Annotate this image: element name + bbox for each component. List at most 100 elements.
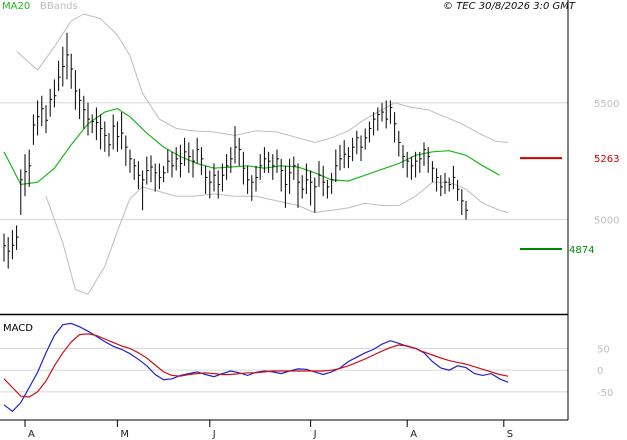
resistance-level-label: 5263 [594, 154, 619, 165]
price-bar [188, 142, 191, 173]
month-label: J [313, 429, 317, 440]
price-levels: 5263 4874 [520, 154, 619, 256]
price-bar [20, 169, 23, 215]
price-bar [339, 144, 342, 171]
price-bar [368, 121, 372, 143]
price-bar [268, 151, 271, 173]
price-bar [184, 137, 187, 166]
price-bar [217, 170, 221, 199]
price-bar [87, 102, 90, 136]
price-bar [66, 32, 69, 80]
price-bar [230, 147, 233, 173]
price-bar [3, 233, 6, 262]
macd-lines [3, 322, 509, 413]
price-bar [167, 149, 170, 173]
price-bar [70, 53, 74, 89]
price-bar [146, 156, 149, 185]
price-bar [95, 107, 99, 141]
price-bar [24, 154, 27, 197]
price-bar [373, 112, 376, 136]
price-bar [196, 137, 200, 164]
price-bar [133, 158, 137, 180]
price-bar [452, 165, 456, 190]
price-bar [104, 121, 107, 152]
price-bar [335, 149, 338, 183]
price-bar [352, 137, 355, 162]
price-bar [255, 165, 258, 192]
price-bar [226, 154, 229, 180]
signal-line [3, 333, 509, 398]
price-bar [121, 112, 124, 150]
macd-gridlines [0, 348, 568, 393]
price-bar [41, 95, 44, 127]
price-bar [251, 175, 254, 201]
price-bar [360, 135, 363, 162]
price-bar [276, 149, 279, 173]
price-bar [427, 147, 431, 173]
price-bar [150, 155, 153, 183]
price-bar [28, 149, 32, 187]
price-bar [137, 161, 141, 190]
price-bar [242, 151, 246, 185]
price-bar [448, 177, 452, 192]
price-bar [234, 126, 237, 164]
price-bar [116, 121, 120, 152]
chart-frame [0, 0, 569, 421]
price-bar [58, 60, 61, 92]
price-bar [247, 165, 250, 194]
price-bar [322, 165, 326, 197]
price-bar [221, 163, 225, 192]
price-bars [3, 32, 468, 269]
price-bar [192, 149, 195, 178]
price-bar [385, 100, 389, 129]
ma20-legend: MA20 [2, 1, 30, 12]
price-axis-ticks: 5500 5000 [594, 99, 619, 227]
price-bar [263, 147, 267, 173]
price-bar [272, 154, 275, 180]
price-bar [457, 179, 460, 201]
price-bar [289, 158, 292, 194]
price-bar [238, 137, 242, 166]
ma20-line [3, 107, 500, 186]
price-bar [205, 165, 208, 194]
price-bar [364, 128, 368, 150]
price-bar [100, 114, 103, 150]
price-bar [310, 170, 313, 206]
price-bar [398, 130, 401, 157]
macd-line [3, 322, 509, 413]
macd-title: MACD [3, 323, 33, 334]
support-level-label: 4874 [569, 245, 594, 256]
month-label: S [507, 429, 513, 440]
price-bar [108, 133, 111, 157]
price-tick-label: 5000 [594, 216, 619, 227]
price-bar [461, 189, 464, 215]
price-bar [331, 172, 334, 194]
bband-upper-line [16, 13, 509, 144]
price-bar [284, 165, 288, 208]
macd-tick-label: -50 [597, 388, 613, 399]
price-bar [280, 158, 284, 192]
month-label: J [212, 429, 216, 440]
price-bar [406, 151, 410, 178]
price-bar [402, 144, 405, 169]
price-bar [343, 140, 347, 169]
price-bar [419, 151, 422, 173]
price-gridlines [0, 102, 568, 221]
price-bar [171, 151, 174, 178]
price-bar [347, 147, 351, 169]
price-bar [465, 200, 468, 220]
bband-lower-line [45, 181, 509, 295]
month-label: A [410, 429, 417, 440]
price-bar [142, 170, 145, 211]
price-bar [125, 135, 128, 166]
price-bar [415, 151, 418, 178]
price-bar [440, 175, 443, 197]
price-bar [314, 177, 317, 213]
price-bar [129, 149, 132, 173]
price-bar [444, 172, 447, 194]
price-bar [259, 154, 263, 180]
price-bar [381, 102, 384, 122]
price-bar [377, 107, 380, 131]
price-bar [154, 163, 158, 192]
